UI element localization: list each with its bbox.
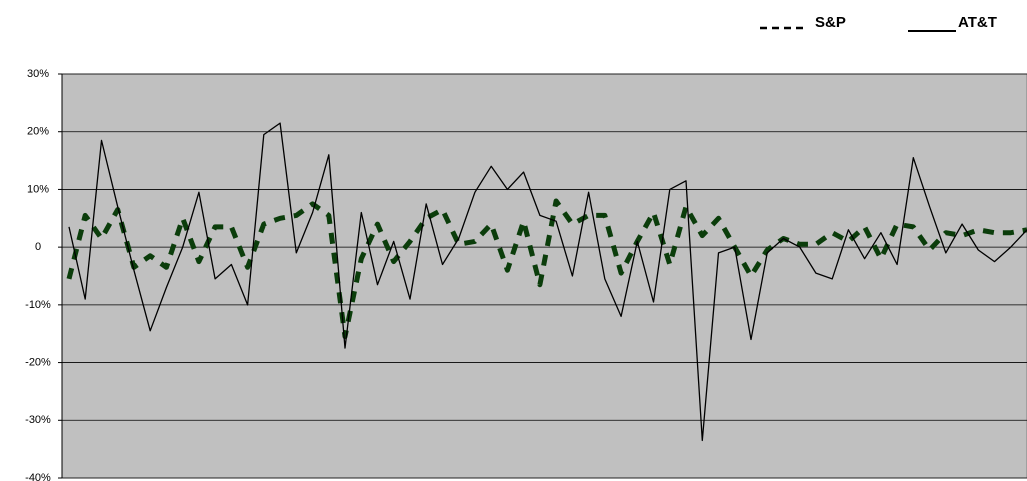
y-tick-label: -20% [25,356,51,368]
y-tick-label: 20% [27,126,49,138]
legend-label: AT&T [958,14,997,31]
y-tick-label: -10% [25,299,51,311]
line-0 [66,198,1027,340]
plot-area [61,73,1027,479]
legend-label: S&P [815,14,846,31]
y-tick-label: 10% [27,183,49,195]
y-tick-label: 0 [35,241,41,253]
y-tick-label: -30% [25,414,51,426]
line-1 [68,122,1027,442]
y-tick-label: -40% [25,472,51,481]
y-tick-label: 30% [27,68,49,80]
